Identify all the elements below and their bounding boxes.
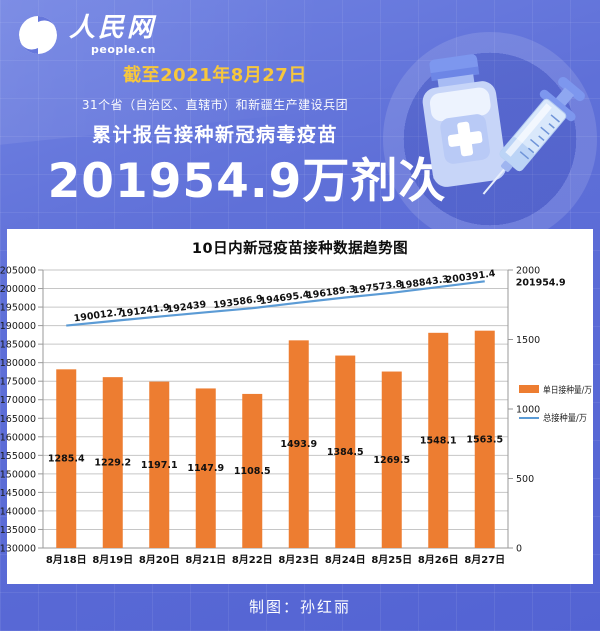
right-axis-tick-label: 500 <box>516 474 534 485</box>
bar-value-label: 1147.9 <box>187 463 224 474</box>
syringe-icon <box>482 76 585 195</box>
as-of-date: 截至2021年8月27日 <box>123 65 307 86</box>
line-value-label: 201954.9 <box>516 277 566 288</box>
left-axis-tick-label: 145000 <box>0 488 36 499</box>
total-doses-number: 201954.9万剂次 <box>47 154 447 209</box>
category-label: 8月27日 <box>464 554 505 566</box>
vaccine-vial-icon <box>422 54 507 187</box>
line-value-label: 192439 <box>166 299 207 315</box>
bar-value-label: 1108.5 <box>234 466 271 477</box>
bar <box>56 369 77 548</box>
trend-combo-chart: 130000 135000 140000 145000 150000 155000 1600… <box>0 266 592 567</box>
left-axis-tick-label: 150000 <box>0 469 36 480</box>
category-label: 8月21日 <box>185 554 226 566</box>
left-axis-tick-label: 180000 <box>0 358 36 369</box>
vaccine-vial-syringe-illustration <box>422 54 585 195</box>
bar-value-label: 1548.1 <box>420 435 457 446</box>
logo-en-text: people.cn <box>90 43 157 56</box>
scope-line: 31个省（自治区、直辖市）和新疆生产建设兵团 <box>81 98 349 112</box>
left-axis-tick-label: 170000 <box>0 395 36 406</box>
left-axis-tick-label: 155000 <box>0 451 36 462</box>
bar-value-label: 1285.4 <box>48 454 85 465</box>
credit-text: 制图：孙红丽 <box>248 598 351 616</box>
bar-value-label: 1493.9 <box>280 439 317 450</box>
right-axis-tick-label: 1500 <box>516 335 540 346</box>
logo-cn-text: 人民网 <box>69 13 157 43</box>
subtitle: 累计报告接种新冠病毒疫苗 <box>91 124 338 146</box>
category-label: 8月25日 <box>371 554 412 566</box>
bar <box>195 388 216 548</box>
left-axis-tick-label: 160000 <box>0 432 36 443</box>
legend-bar-swatch <box>519 385 539 393</box>
left-axis-tick-label: 130000 <box>0 544 36 555</box>
category-label: 8月20日 <box>139 554 180 566</box>
bar <box>335 355 356 548</box>
left-axis-tick-label: 200000 <box>0 284 36 295</box>
right-axis-tick-label: 0 <box>516 544 522 555</box>
category-label: 8月23日 <box>278 554 319 566</box>
people-cn-logo: 人民网 people.cn <box>16 13 156 57</box>
category-label: 8月18日 <box>46 554 87 566</box>
left-axis-tick-label: 135000 <box>0 525 36 536</box>
category-label: 8月24日 <box>325 554 366 566</box>
left-axis-tick-label: 175000 <box>0 377 36 388</box>
bar <box>102 377 123 548</box>
bar <box>288 340 309 548</box>
bar <box>428 332 449 548</box>
trend-line <box>66 280 485 327</box>
left-axis-tick-label: 190000 <box>0 321 36 332</box>
people-cn-globe-icon <box>18 16 58 54</box>
left-axis-tick-label: 185000 <box>0 340 36 351</box>
category-label: 8月26日 <box>418 554 459 566</box>
category-label: 8月22日 <box>232 554 273 566</box>
category-label: 8月19日 <box>92 554 133 566</box>
right-axis-tick-label: 2000 <box>516 266 540 277</box>
left-axis-tick-label: 140000 <box>0 506 36 517</box>
right-axis-tick-label: 1000 <box>516 405 540 416</box>
bar-value-label: 1384.5 <box>327 447 364 458</box>
headline-block: 截至2021年8月27日 31个省（自治区、直辖市）和新疆生产建设兵团 累计报告… <box>0 61 430 147</box>
left-axis-tick-label: 195000 <box>0 303 36 314</box>
legend-bar-label: 单日接种量/万 <box>543 384 592 396</box>
bar <box>242 393 263 548</box>
footer: 制图：孙红丽 <box>0 596 600 617</box>
bar-value-label: 1197.1 <box>141 460 178 471</box>
chart-title: 10日内新冠疫苗接种数据趋势图 <box>191 241 409 257</box>
legend-line-label: 总接种量/万 <box>543 412 587 424</box>
bar <box>474 330 495 548</box>
bar-value-label: 1563.5 <box>466 434 503 445</box>
left-axis-tick-label: 205000 <box>0 266 36 277</box>
bar-value-label: 1269.5 <box>373 455 410 466</box>
bar <box>381 371 402 548</box>
bar <box>149 381 170 548</box>
left-axis-tick-label: 165000 <box>0 414 36 425</box>
bar-value-label: 1229.2 <box>94 458 131 469</box>
chart-card: 130000 135000 140000 145000 150000 155000 1600… <box>0 229 593 584</box>
